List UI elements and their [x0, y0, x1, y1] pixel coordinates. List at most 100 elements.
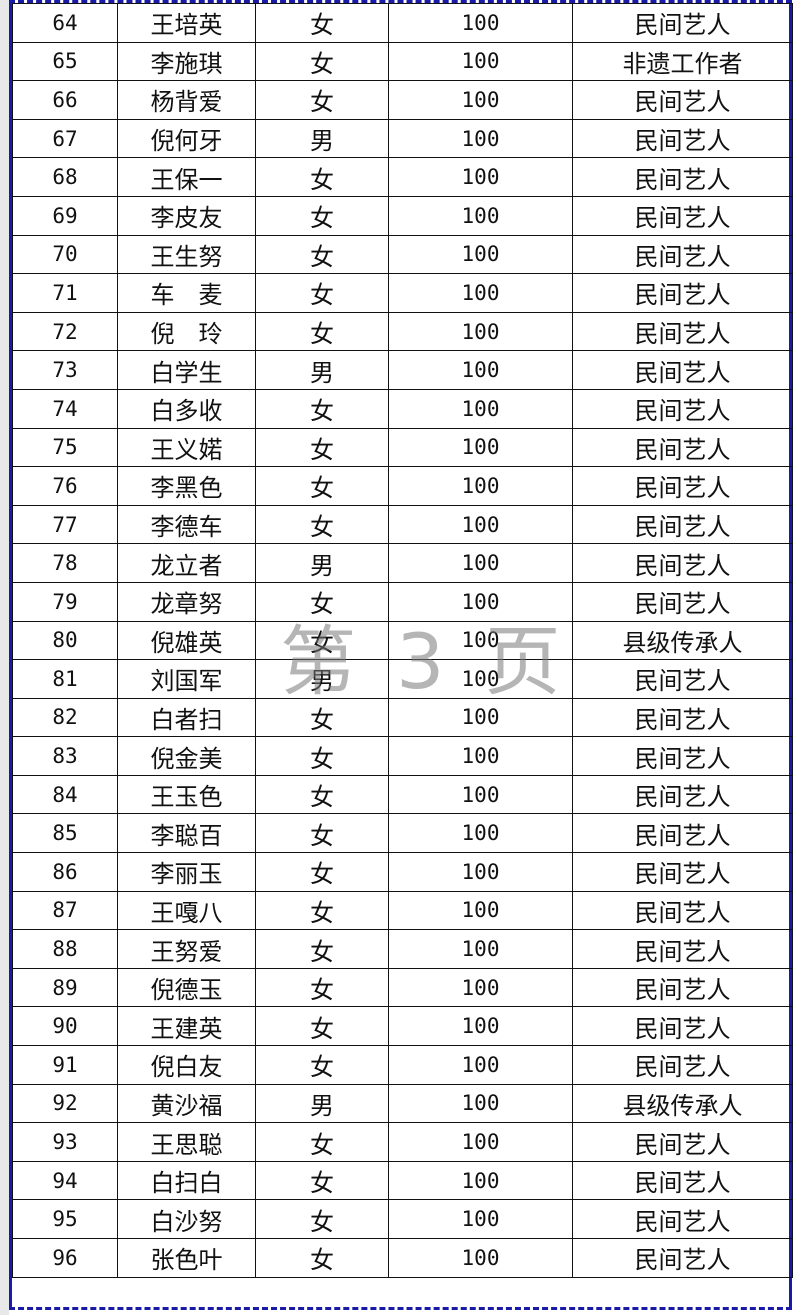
cell-index[interactable]: 80 [12, 620, 118, 661]
cell-index[interactable]: 93 [12, 1122, 118, 1162]
cell-score[interactable]: 100 [388, 929, 573, 969]
cell-gender[interactable]: 男 [255, 118, 389, 159]
cell-score[interactable]: 100 [388, 852, 573, 892]
cell-name[interactable]: 王义婼 [117, 427, 256, 468]
cell-index[interactable]: 91 [12, 1045, 118, 1085]
cell-score[interactable]: 100 [388, 350, 573, 390]
cell-name[interactable]: 李德车 [117, 504, 256, 545]
cell-index[interactable]: 82 [12, 697, 118, 738]
cell-score[interactable]: 100 [388, 388, 573, 429]
cell-role[interactable]: 县级传承人 [572, 620, 793, 661]
cell-gender[interactable]: 女 [255, 234, 389, 275]
cell-name[interactable]: 倪白友 [117, 1045, 256, 1085]
cell-name[interactable]: 王嘎八 [117, 890, 256, 931]
cell-name[interactable]: 倪 玲 [117, 311, 256, 352]
cell-score[interactable]: 100 [388, 774, 573, 815]
cell-index[interactable]: 67 [12, 118, 118, 159]
cell-score[interactable]: 100 [388, 3, 573, 43]
cell-gender[interactable]: 女 [255, 736, 389, 776]
cell-score[interactable]: 100 [388, 659, 573, 699]
cell-index[interactable]: 75 [12, 427, 118, 468]
cell-role[interactable]: 民间艺人 [572, 774, 793, 815]
cell-role[interactable]: 民间艺人 [572, 852, 793, 892]
cell-gender[interactable]: 男 [255, 350, 389, 390]
cell-name[interactable]: 龙立者 [117, 543, 256, 583]
cell-index[interactable]: 95 [12, 1199, 118, 1239]
cell-score[interactable]: 100 [388, 466, 573, 506]
cell-score[interactable]: 100 [388, 543, 573, 583]
cell-role[interactable]: 民间艺人 [572, 427, 793, 468]
cell-gender[interactable]: 男 [255, 1083, 389, 1124]
cell-score[interactable]: 100 [388, 195, 573, 236]
cell-role[interactable]: 民间艺人 [572, 890, 793, 931]
cell-gender[interactable]: 女 [255, 1006, 389, 1047]
cell-role[interactable]: 民间艺人 [572, 543, 793, 583]
cell-score[interactable]: 100 [388, 890, 573, 931]
cell-gender[interactable]: 女 [255, 1160, 389, 1201]
cell-index[interactable]: 64 [12, 3, 118, 43]
cell-gender[interactable]: 女 [255, 273, 389, 313]
cell-name[interactable]: 龙章努 [117, 581, 256, 622]
cell-name[interactable]: 倪雄英 [117, 620, 256, 661]
cell-name[interactable]: 李黑色 [117, 466, 256, 506]
cell-gender[interactable]: 女 [255, 1122, 389, 1162]
cell-gender[interactable]: 女 [255, 1045, 389, 1085]
cell-index[interactable]: 86 [12, 852, 118, 892]
cell-gender[interactable]: 女 [255, 852, 389, 892]
cell-name[interactable]: 白多收 [117, 388, 256, 429]
cell-role[interactable]: 民间艺人 [572, 659, 793, 699]
cell-score[interactable]: 100 [388, 697, 573, 738]
cell-gender[interactable]: 女 [255, 157, 389, 197]
cell-gender[interactable]: 女 [255, 813, 389, 854]
cell-role[interactable]: 民间艺人 [572, 118, 793, 159]
cell-index[interactable]: 76 [12, 466, 118, 506]
cell-role[interactable]: 民间艺人 [572, 697, 793, 738]
cell-index[interactable]: 90 [12, 1006, 118, 1047]
cell-score[interactable]: 100 [388, 234, 573, 275]
cell-gender[interactable]: 女 [255, 427, 389, 468]
cell-role[interactable]: 民间艺人 [572, 3, 793, 43]
cell-index[interactable]: 65 [12, 41, 118, 82]
cell-name[interactable]: 白者扫 [117, 697, 256, 738]
cell-name[interactable]: 黄沙福 [117, 1083, 256, 1124]
cell-role[interactable]: 民间艺人 [572, 157, 793, 197]
cell-score[interactable]: 100 [388, 1083, 573, 1124]
cell-gender[interactable]: 女 [255, 195, 389, 236]
cell-role[interactable]: 民间艺人 [572, 1238, 793, 1278]
cell-score[interactable]: 100 [388, 41, 573, 82]
cell-role[interactable]: 民间艺人 [572, 311, 793, 352]
cell-score[interactable]: 100 [388, 157, 573, 197]
cell-role[interactable]: 民间艺人 [572, 195, 793, 236]
cell-name[interactable]: 李聪百 [117, 813, 256, 854]
cell-role[interactable]: 民间艺人 [572, 504, 793, 545]
cell-index[interactable]: 87 [12, 890, 118, 931]
cell-index[interactable]: 72 [12, 311, 118, 352]
cell-index[interactable]: 96 [12, 1238, 118, 1278]
cell-index[interactable]: 79 [12, 581, 118, 622]
cell-role[interactable]: 民间艺人 [572, 813, 793, 854]
cell-gender[interactable]: 女 [255, 1238, 389, 1278]
cell-index[interactable]: 89 [12, 967, 118, 1008]
cell-name[interactable]: 白学生 [117, 350, 256, 390]
cell-name[interactable]: 王建英 [117, 1006, 256, 1047]
cell-name[interactable]: 倪何牙 [117, 118, 256, 159]
cell-index[interactable]: 70 [12, 234, 118, 275]
cell-index[interactable]: 71 [12, 273, 118, 313]
cell-name[interactable]: 白沙努 [117, 1199, 256, 1239]
cell-score[interactable]: 100 [388, 273, 573, 313]
cell-role[interactable]: 民间艺人 [572, 388, 793, 429]
cell-score[interactable]: 100 [388, 1045, 573, 1085]
cell-name[interactable]: 白扫白 [117, 1160, 256, 1201]
cell-role[interactable]: 民间艺人 [572, 929, 793, 969]
cell-index[interactable]: 83 [12, 736, 118, 776]
cell-name[interactable]: 杨背爱 [117, 80, 256, 120]
cell-score[interactable]: 100 [388, 1199, 573, 1239]
cell-score[interactable]: 100 [388, 967, 573, 1008]
cell-name[interactable]: 倪德玉 [117, 967, 256, 1008]
cell-gender[interactable]: 女 [255, 80, 389, 120]
cell-gender[interactable]: 女 [255, 466, 389, 506]
cell-name[interactable]: 车 麦 [117, 273, 256, 313]
cell-score[interactable]: 100 [388, 581, 573, 622]
cell-role[interactable]: 民间艺人 [572, 1122, 793, 1162]
cell-name[interactable]: 王玉色 [117, 774, 256, 815]
